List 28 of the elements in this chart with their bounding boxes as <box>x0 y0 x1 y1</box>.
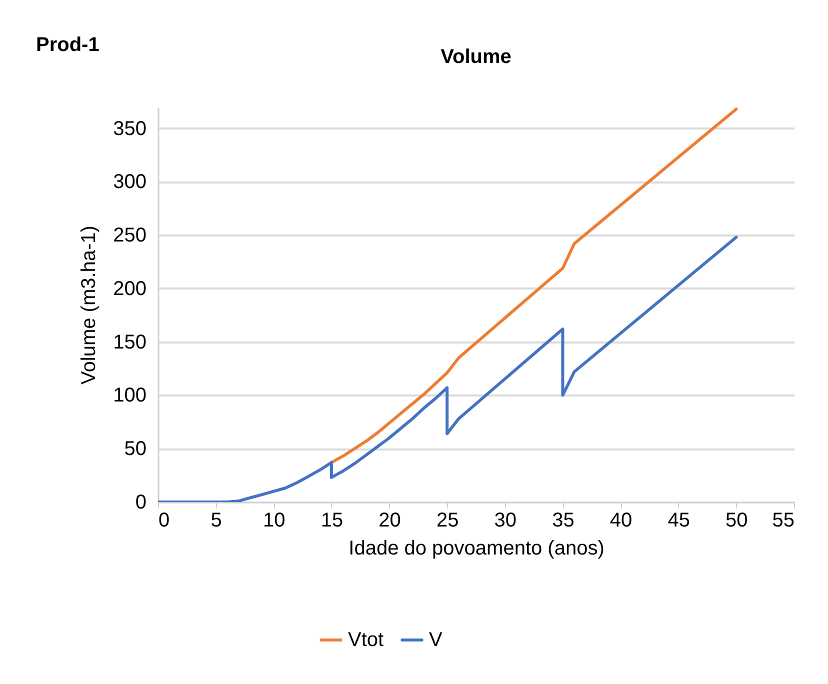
legend-label: V <box>429 629 443 651</box>
y-tick-label: 0 <box>135 492 146 514</box>
line-series <box>330 108 738 464</box>
x-axis-title: Idade do povoamento (anos) <box>348 538 604 560</box>
y-tick-label: 350 <box>113 118 146 140</box>
x-tick-label: 45 <box>668 510 690 532</box>
x-tick-label: 10 <box>263 510 286 532</box>
text: Prod-1 <box>36 34 100 57</box>
y-axis-title: Volume (m3.ha-1) <box>78 226 100 384</box>
y-tick-label: 300 <box>113 171 146 194</box>
y-tick-label: 150 <box>113 331 146 354</box>
x-tick-label: 40 <box>610 510 632 532</box>
x-tick-label: 25 <box>436 510 459 532</box>
x-tick-label: 20 <box>378 510 401 532</box>
x-tick-label: 15 <box>320 510 344 532</box>
line-series <box>158 236 738 502</box>
y-tick-label: 100 <box>113 384 146 407</box>
x-tick-label: 55 <box>772 510 794 532</box>
y-tick-label: 200 <box>113 278 146 300</box>
legend-label: Vtot <box>348 629 384 651</box>
y-tick-label: 250 <box>113 224 146 247</box>
x-tick-label: 5 <box>210 510 222 532</box>
y-tick-label: 50 <box>124 438 146 460</box>
chart-title: Volume <box>440 46 512 68</box>
x-tick-label: 0 <box>158 510 170 532</box>
x-tick-label: 30 <box>494 510 517 532</box>
x-tick-label: 50 <box>726 510 748 532</box>
x-tick-label: 35 <box>552 510 574 532</box>
